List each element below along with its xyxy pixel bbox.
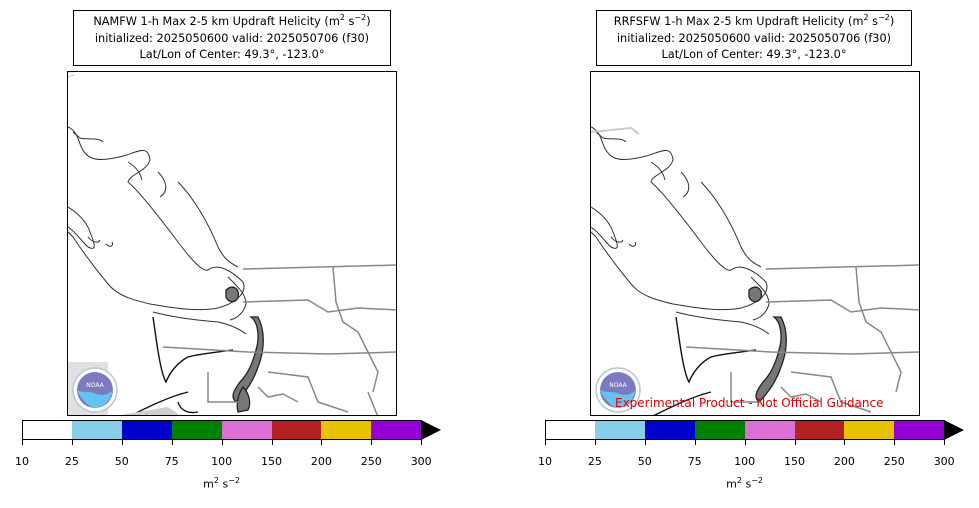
- right-colorbar-segment: [694, 420, 746, 440]
- right-colorbar-tick: [594, 440, 596, 445]
- left-colorbar-tick-label: 150: [261, 455, 282, 468]
- left-title-line3: Lat/Lon of Center: 49.3°, -123.0°: [139, 48, 325, 61]
- left-colorbar-extend-arrow: [421, 420, 442, 440]
- left-colorbar-segment: [271, 420, 322, 440]
- right-colorbar-segment: [644, 420, 696, 440]
- right-colorbar-segment: [794, 420, 845, 440]
- right-map-coastlines: [591, 126, 919, 415]
- right-colorbar-tick-label: 150: [784, 455, 805, 468]
- right-colorbar-segment: [844, 420, 895, 440]
- left-colorbar-tick: [371, 440, 373, 445]
- right-colorbar-tick-label: 50: [637, 455, 652, 468]
- right-title-line3: Lat/Lon of Center: 49.3°, -123.0°: [661, 48, 847, 61]
- left-colorbar-tick: [71, 440, 73, 445]
- right-colorbar-tick: [694, 440, 696, 445]
- left-map-coastlines: [68, 72, 396, 415]
- right-colorbar-tick-label: 100: [734, 455, 756, 468]
- left-colorbar-tick-label: 250: [360, 455, 382, 468]
- right-colorbar-segment: [744, 420, 795, 440]
- left-title-line1: NAMFW 1-h Max 2-5 km Updraft Helicity (m…: [93, 13, 371, 28]
- left-colorbar-tick-label: 100: [211, 455, 233, 468]
- right-colorbar-label: m2 s−2: [726, 476, 764, 491]
- right-colorbar-tick: [545, 440, 546, 445]
- left-map: NOAA: [67, 71, 397, 416]
- left-colorbar-tick: [421, 440, 423, 445]
- svg-text:NOAA: NOAA: [86, 382, 104, 389]
- right-map: NOAA Experimental Product - Not Official…: [590, 71, 920, 416]
- right-title-box: RRFSFW 1-h Max 2-5 km Updraft Helicity (…: [596, 10, 912, 66]
- experimental-watermark: Experimental Product - Not Official Guid…: [615, 396, 884, 410]
- right-colorbar-tick: [894, 440, 896, 445]
- right-colorbar-tick: [794, 440, 796, 445]
- left-title-box: NAMFW 1-h Max 2-5 km Updraft Helicity (m…: [73, 10, 391, 66]
- right-title-line2: initialized: 2025050600 valid: 202505070…: [616, 31, 892, 45]
- right-colorbar-tick-label: 250: [883, 455, 905, 468]
- right-colorbar-segment: [594, 420, 646, 440]
- right-colorbar-tick-label: 75: [687, 455, 702, 468]
- left-colorbar-tick-label: 75: [164, 455, 179, 468]
- right-colorbar-tick-label: 10: [538, 455, 552, 468]
- left-colorbar-tick: [271, 440, 273, 445]
- left-colorbar-tick-label: 10: [15, 455, 29, 468]
- right-colorbar-tick: [944, 440, 946, 445]
- right-colorbar-tick: [744, 440, 746, 445]
- left-colorbar-segment: [221, 420, 272, 440]
- left-colorbar-tick: [121, 440, 123, 445]
- left-colorbar-segment: [171, 420, 223, 440]
- right-colorbar-tick-label: 200: [833, 455, 855, 468]
- left-colorbar-label: m2 s−2: [203, 476, 241, 491]
- left-colorbar-tick-label: 50: [114, 455, 129, 468]
- left-colorbar-tick: [22, 440, 23, 445]
- right-colorbar-tick: [644, 440, 646, 445]
- left-colorbar-segment: [371, 420, 422, 440]
- right-colorbar-segment: [545, 420, 596, 440]
- left-colorbar-tick: [171, 440, 173, 445]
- right-colorbar-tick: [844, 440, 846, 445]
- left-colorbar-segment: [22, 420, 73, 440]
- svg-text:NOAA: NOAA: [609, 382, 627, 389]
- right-panel: RRFSFW 1-h Max 2-5 km Updraft Helicity (…: [509, 0, 979, 508]
- left-colorbar-tick-label: 200: [310, 455, 332, 468]
- right-colorbar-segment: [894, 420, 945, 440]
- left-colorbar-tick: [221, 440, 223, 445]
- left-colorbar-segment: [71, 420, 123, 440]
- noaa-logo-icon: NOAA: [72, 367, 118, 413]
- left-title-line2: initialized: 2025050600 valid: 202505070…: [94, 31, 370, 45]
- right-title-line1: RRFSFW 1-h Max 2-5 km Updraft Helicity (…: [613, 13, 895, 28]
- left-colorbar-tick-label: 300: [410, 455, 432, 468]
- left-colorbar-tick-label: 25: [64, 455, 79, 468]
- left-colorbar-tick: [321, 440, 323, 445]
- noaa-logo-icon: NOAA: [595, 367, 641, 413]
- left-colorbar-segment: [321, 420, 372, 440]
- right-colorbar-extend-arrow: [944, 420, 965, 440]
- right-colorbar-tick-label: 300: [933, 455, 955, 468]
- right-colorbar-tick-label: 25: [587, 455, 602, 468]
- left-panel: NAMFW 1-h Max 2-5 km Updraft Helicity (m…: [0, 0, 470, 508]
- left-colorbar-segment: [121, 420, 173, 440]
